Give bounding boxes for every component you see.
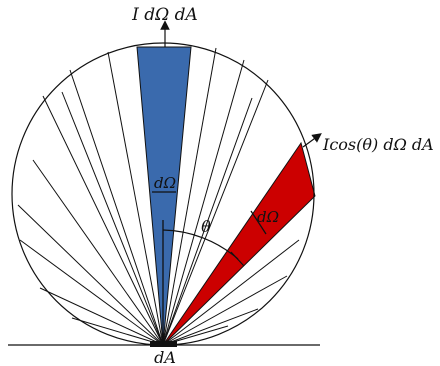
ray-line: [162, 47, 217, 346]
ray-line: [61, 91, 164, 346]
theta-arc: [162, 229, 239, 260]
ray-line: [162, 59, 245, 346]
ray-line: [162, 79, 269, 346]
right-arrow: [302, 133, 322, 148]
red-wedge-width-mark: [250, 210, 267, 235]
label-right: Icos(θ) dΩ dA: [322, 135, 434, 154]
normal-solid-angle-wedge: [136, 46, 192, 346]
ray-line: [162, 308, 259, 346]
ray-line: [42, 95, 164, 346]
ray-line: [17, 204, 164, 346]
ray-line: [107, 51, 164, 346]
angled-solid-angle-wedge: [162, 141, 316, 346]
label-omega-red: dΩ: [257, 208, 279, 226]
ray-line: [162, 239, 300, 346]
ray-line: [162, 97, 253, 346]
label-theta: θ: [201, 217, 211, 236]
label-omega-blue: dΩ: [154, 174, 176, 192]
ray-line: [162, 275, 288, 346]
theta-tick: [230, 251, 245, 267]
ray-line: [71, 317, 164, 346]
ray-line: [32, 159, 164, 346]
ray-line: [69, 69, 164, 346]
label-top: I dΩ dA: [131, 5, 198, 25]
ray-line: [19, 239, 164, 346]
ray-line: [39, 287, 164, 346]
label-bottom: dA: [154, 348, 176, 366]
